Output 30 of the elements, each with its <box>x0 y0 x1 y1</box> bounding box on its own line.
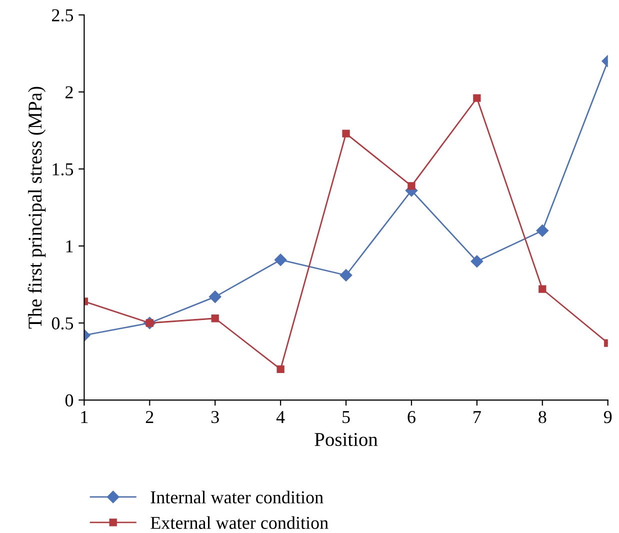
y-tick-label: 0 <box>65 394 74 406</box>
point <box>408 182 416 190</box>
x-tick-label: 7 <box>474 411 481 423</box>
point <box>274 254 287 266</box>
y-tick-label: 1.5 <box>52 163 74 176</box>
x-tick-label: 4 <box>276 411 285 423</box>
y-tick-label: 2.5 <box>52 9 74 22</box>
legend-label: Internal water condition <box>150 490 324 504</box>
x-tick-label: 8 <box>538 410 546 424</box>
point <box>470 255 484 268</box>
y-tick-label: 1 <box>66 240 73 252</box>
x-tick-label: 2 <box>146 411 154 423</box>
x-tick-label: 1 <box>81 411 88 423</box>
y-axis-title: The first principal stress (MPa) <box>28 86 46 329</box>
point <box>209 290 222 303</box>
point <box>536 224 548 237</box>
x-tick-label: 6 <box>408 411 416 424</box>
point <box>276 365 284 374</box>
point <box>340 269 352 282</box>
y-tick-label: 2 <box>66 86 73 98</box>
x-tick-label: 3 <box>211 411 219 424</box>
y-tick-label: 0.5 <box>52 317 74 330</box>
point <box>538 285 546 293</box>
x-tick-label: 5 <box>342 411 350 424</box>
x-tick-label: 9 <box>604 411 612 424</box>
legend-label: External water condition <box>150 516 328 529</box>
point <box>473 94 481 102</box>
x-axis-title: Position <box>314 432 378 446</box>
point <box>211 314 219 322</box>
point <box>342 130 350 138</box>
